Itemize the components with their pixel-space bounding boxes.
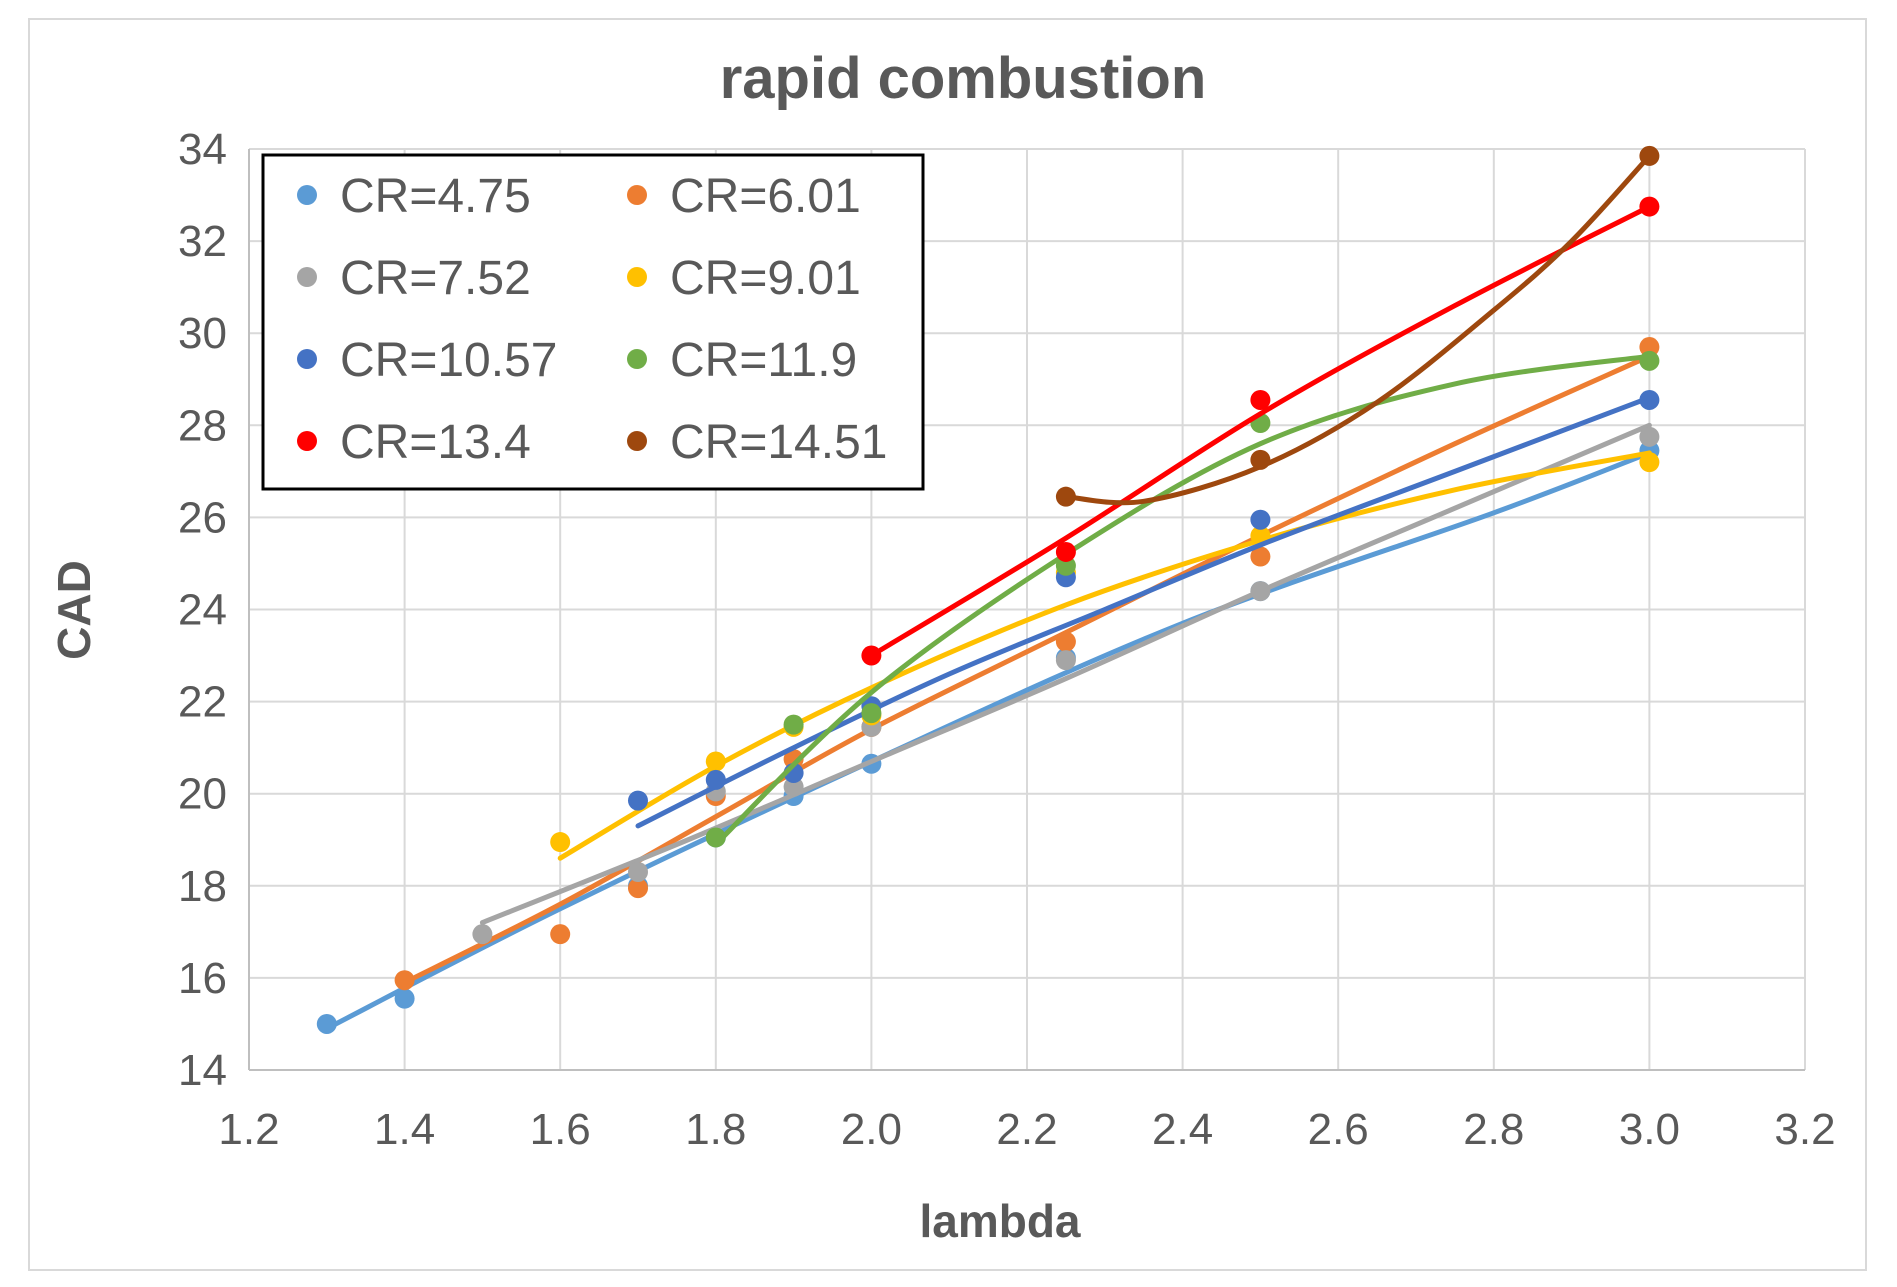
- x-tick-label: 2.2: [996, 1105, 1057, 1154]
- y-tick-label: 34: [178, 125, 227, 174]
- series-cr-14-51: [1055, 145, 1660, 507]
- legend-marker: [297, 185, 317, 205]
- data-point: [861, 645, 882, 666]
- data-point: [1055, 631, 1076, 652]
- data-point: [1055, 486, 1076, 507]
- x-tick-label: 2.4: [1152, 1105, 1213, 1154]
- data-point: [628, 878, 648, 899]
- data-point: [1250, 389, 1271, 410]
- legend-label: CR=11.9: [670, 334, 857, 387]
- chart-title: rapid combustion: [720, 46, 1207, 111]
- legend-marker: [627, 185, 647, 205]
- data-point: [783, 749, 804, 770]
- x-tick-label: 3.0: [1619, 1105, 1680, 1154]
- y-tick-label: 20: [178, 770, 227, 819]
- legend-marker: [627, 267, 647, 287]
- legend-marker: [297, 431, 317, 451]
- data-point: [1639, 196, 1660, 217]
- legend-label: CR=14.51: [670, 416, 887, 469]
- data-point: [1639, 337, 1660, 358]
- series-cr-6-01: [394, 337, 1660, 991]
- legend-box: [261, 153, 925, 491]
- y-tick-label: 28: [178, 401, 227, 450]
- x-tick-label: 2.0: [841, 1105, 902, 1154]
- legend-label: CR=13.4: [340, 416, 531, 469]
- legend-marker: [297, 349, 317, 369]
- data-point: [1250, 449, 1271, 470]
- trendline: [868, 204, 1652, 658]
- data-point: [705, 751, 726, 772]
- x-tick-label: 1.8: [685, 1105, 746, 1154]
- y-tick-label: 26: [178, 493, 227, 542]
- series-cr-13-4: [861, 196, 1660, 666]
- data-point: [783, 776, 804, 797]
- data-point: [1639, 426, 1660, 447]
- data-point: [1055, 555, 1076, 576]
- legend-label: CR=7.52: [340, 252, 531, 305]
- data-point: [1250, 509, 1271, 530]
- y-tick-label: 24: [178, 586, 227, 635]
- data-point: [705, 769, 726, 790]
- trendline: [402, 353, 1652, 985]
- y-tick-label: 14: [178, 1046, 227, 1095]
- data-point: [394, 988, 415, 1009]
- series-layer: [316, 145, 1660, 1034]
- x-tick-label: 1.6: [530, 1105, 591, 1154]
- x-tick-label: 1.4: [374, 1105, 435, 1154]
- legend-marker: [297, 267, 317, 287]
- data-point: [628, 790, 648, 811]
- tick-labels: 14 16 18 20 22 24 26 28 30 32 34 1.2 1.4 1.6 1.8 2.0 2.2…: [178, 125, 1836, 1154]
- y-tick-label: 32: [178, 217, 227, 266]
- data-point: [472, 924, 493, 945]
- data-point: [550, 924, 571, 945]
- data-point: [705, 827, 726, 848]
- data-point: [1055, 541, 1076, 562]
- data-point: [1639, 145, 1660, 166]
- data-point: [861, 703, 882, 724]
- x-tick-label: 1.2: [218, 1105, 279, 1154]
- legend-marker: [627, 431, 647, 451]
- data-point: [1250, 581, 1271, 602]
- y-tick-label: 30: [178, 309, 227, 358]
- legend-label: CR=6.01: [670, 170, 861, 223]
- data-point: [316, 1013, 337, 1034]
- trendline: [1063, 153, 1652, 506]
- trendline: [324, 450, 1652, 1032]
- y-tick-label: 16: [178, 954, 227, 1003]
- data-point: [1055, 650, 1076, 671]
- x-axis-title: lambda: [919, 1195, 1080, 1247]
- data-point: [628, 861, 648, 882]
- legend-label: CR=10.57: [340, 334, 557, 387]
- data-point: [1639, 389, 1660, 410]
- y-tick-label: 22: [178, 678, 227, 727]
- legend-label: CR=4.75: [340, 170, 531, 223]
- legend: CR=4.75 CR=6.01 CR=7.52 CR=9.01 CR=10.57 CR=1…: [261, 153, 925, 491]
- data-point: [1639, 452, 1660, 473]
- data-point: [550, 832, 571, 853]
- trendline: [635, 395, 1652, 829]
- legend-label: CR=9.01: [670, 252, 861, 305]
- x-tick-label: 3.2: [1774, 1105, 1835, 1154]
- legend-marker: [627, 349, 647, 369]
- data-point: [783, 714, 804, 735]
- data-point: [1250, 546, 1271, 567]
- data-point: [1639, 350, 1660, 371]
- x-tick-label: 2.6: [1308, 1105, 1369, 1154]
- trendline: [479, 422, 1652, 926]
- y-tick-label: 18: [178, 862, 227, 911]
- x-tick-label: 2.8: [1463, 1105, 1524, 1154]
- y-axis-title: CAD: [48, 560, 100, 660]
- series-cr-4-75: [316, 440, 1660, 1034]
- data-point: [394, 970, 415, 991]
